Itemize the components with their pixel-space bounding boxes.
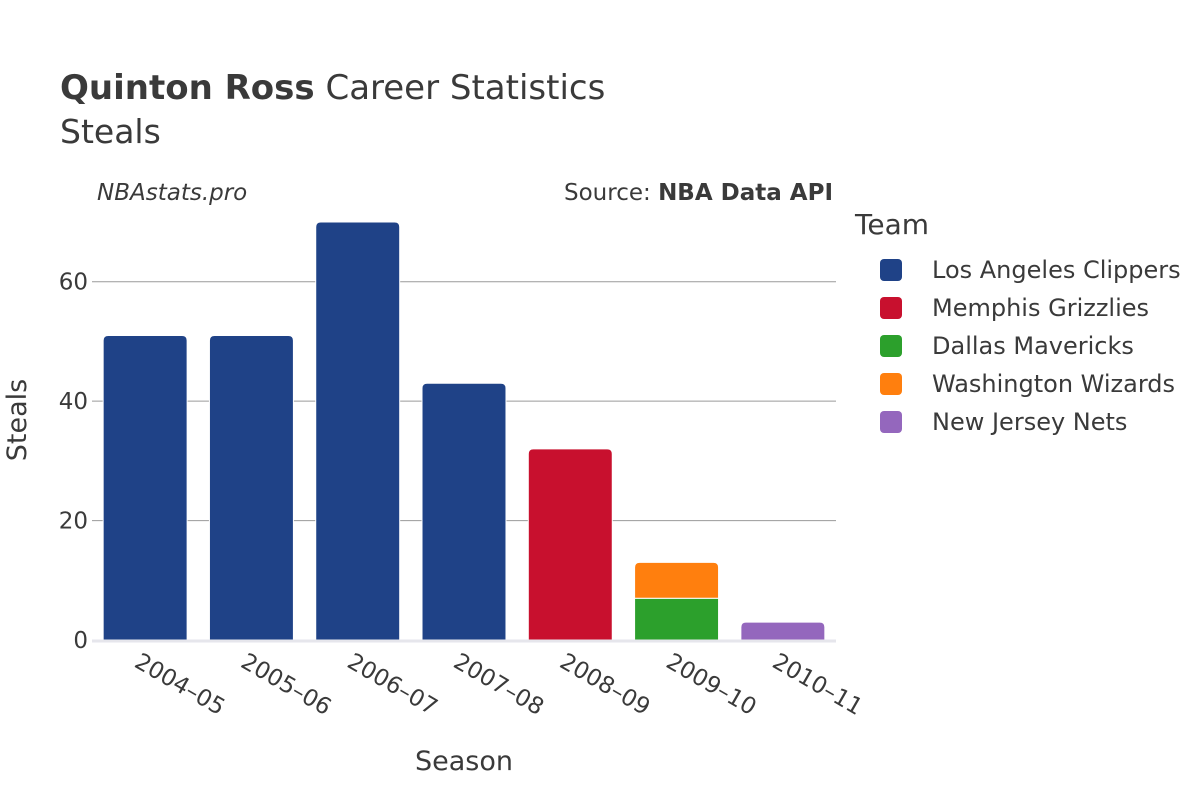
bar-los-angeles-clippers[interactable]: [102, 334, 188, 641]
legend-title: Team: [855, 208, 930, 241]
bar-los-angeles-clippers[interactable]: [208, 334, 294, 641]
bar-memphis-grizzlies[interactable]: [527, 448, 613, 641]
x-tick-label: 2007–08: [449, 649, 548, 721]
legend-item[interactable]: Los Angeles Clippers: [855, 251, 1181, 289]
legend-label: Los Angeles Clippers: [932, 256, 1181, 284]
legend-swatch: [880, 335, 902, 357]
legend-swatch: [880, 259, 902, 281]
bar-new-jersey-nets[interactable]: [740, 621, 826, 641]
y-tick-label: 60: [59, 270, 88, 296]
bar-washington-wizards[interactable]: [634, 561, 720, 599]
y-tick-label: 20: [59, 509, 88, 535]
legend-label: Washington Wizards: [932, 370, 1176, 398]
x-tick-label: 2010–11: [768, 649, 867, 721]
legend-items: Los Angeles Clippers Memphis Grizzlies Dal…: [855, 251, 1181, 441]
x-axis-label: Season: [415, 746, 513, 777]
legend-label: Memphis Grizzlies: [932, 294, 1150, 322]
legend-item[interactable]: Washington Wizards: [855, 365, 1181, 403]
x-tick-label: 2005–06: [236, 649, 335, 721]
source-name: NBA Data API: [658, 180, 833, 206]
bars: [102, 221, 826, 641]
source-prefix: Source:: [564, 180, 658, 206]
x-tick-label: 2006–07: [343, 649, 442, 721]
y-axis-label: Steals: [2, 379, 33, 461]
bar-los-angeles-clippers[interactable]: [421, 382, 507, 641]
x-tick-label: 2009–10: [662, 649, 761, 721]
bar-los-angeles-clippers[interactable]: [315, 221, 401, 641]
x-tick-labels: 2004–05 2005–06 2006–07 2007–08 2008–09 2009–…: [130, 649, 867, 721]
chart-title: Quinton Ross Career Statistics: [60, 66, 605, 110]
y-tick-label: 0: [73, 628, 88, 654]
title-rest: Career Statistics: [314, 68, 606, 108]
source-label: Source: NBA Data API: [564, 180, 833, 206]
legend-swatch: [880, 411, 902, 433]
legend-label: New Jersey Nets: [932, 408, 1128, 436]
chart-subtitle: Steals: [60, 112, 161, 151]
legend: Team Los Angeles Clippers Memphis Grizzli…: [855, 208, 1181, 441]
watermark: NBAstats.pro: [97, 180, 247, 206]
y-tick-labels: 0 20 40 60: [59, 270, 88, 654]
player-name: Quinton Ross: [60, 68, 315, 108]
legend-item[interactable]: Dallas Mavericks: [855, 327, 1181, 365]
legend-swatch: [880, 373, 902, 395]
x-tick-label: 2004–05: [130, 649, 229, 721]
legend-item[interactable]: New Jersey Nets: [855, 403, 1181, 441]
chart-title-block: Quinton Ross Career Statistics Steals: [60, 66, 605, 154]
legend-item[interactable]: Memphis Grizzlies: [855, 289, 1181, 327]
legend-label: Dallas Mavericks: [932, 332, 1134, 360]
x-tick-label: 2008–09: [555, 649, 654, 721]
bar-dallas-mavericks[interactable]: [634, 597, 720, 641]
y-tick-label: 40: [59, 389, 88, 415]
legend-swatch: [880, 297, 902, 319]
